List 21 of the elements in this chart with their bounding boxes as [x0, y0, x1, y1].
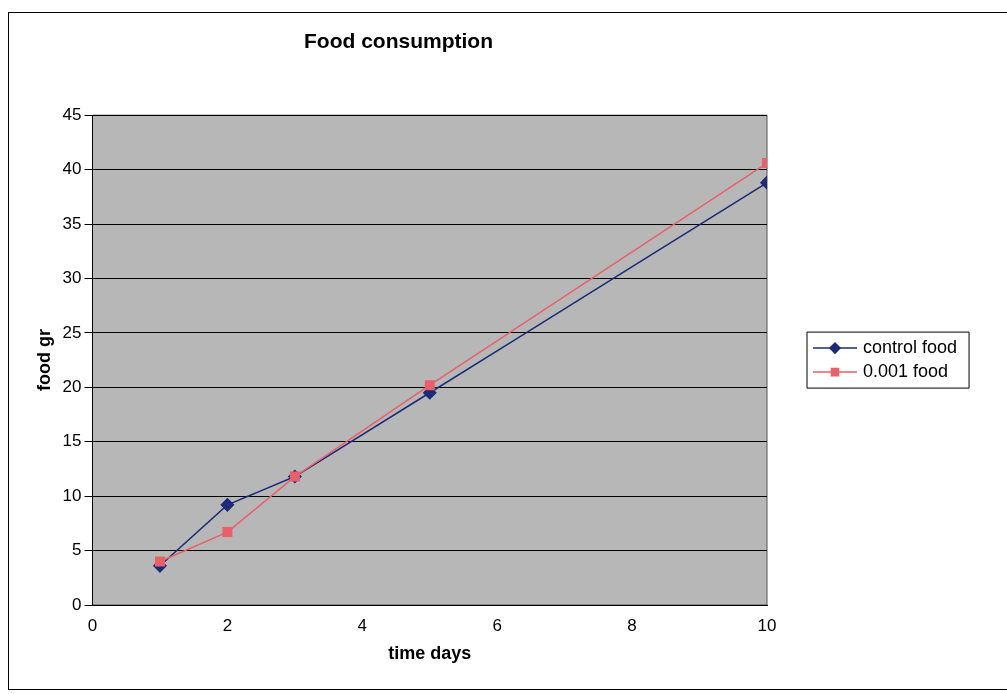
- x-tick-label: 2: [222, 615, 233, 635]
- y-tick-label: 40: [62, 159, 82, 179]
- y-tick-label: 35: [62, 213, 82, 233]
- x-tick-label: 4: [357, 615, 368, 635]
- y-tick-label: 45: [62, 104, 82, 124]
- x-axis-title: time days: [388, 643, 472, 664]
- x-tick-label: 6: [492, 615, 502, 635]
- y-tick-label: 10: [62, 485, 82, 505]
- y-tick-label: 30: [62, 268, 82, 288]
- y-tick-label: 25: [62, 322, 82, 342]
- legend-label: 0.001 food: [863, 361, 949, 382]
- y-tick-label: 5: [72, 540, 82, 560]
- chart-title: Food consumption: [304, 29, 493, 53]
- y-tick-label: 0: [72, 594, 82, 614]
- x-tick-label: 10: [757, 615, 777, 635]
- legend-label: control food: [863, 337, 958, 358]
- y-tick-label: 15: [62, 431, 82, 451]
- y-axis-title: food gr: [33, 329, 54, 392]
- x-tick-label: 8: [627, 615, 637, 635]
- y-tick-label: 20: [62, 377, 82, 396]
- x-tick-label: 0: [87, 615, 98, 635]
